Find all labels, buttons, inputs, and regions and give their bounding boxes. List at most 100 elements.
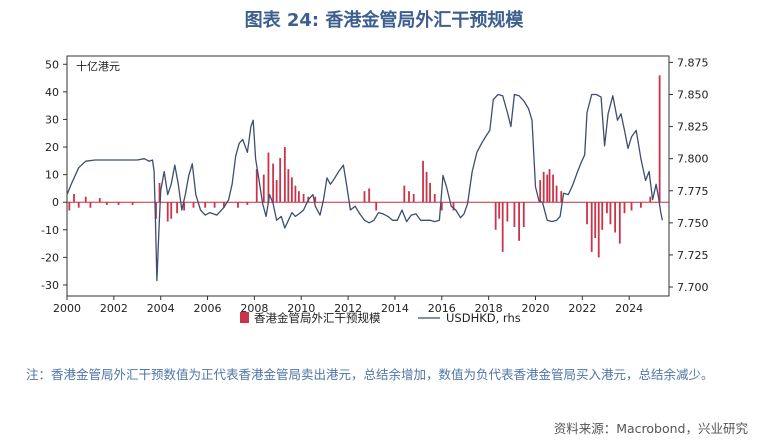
bar xyxy=(314,196,317,203)
bar xyxy=(73,193,75,203)
bar xyxy=(412,193,415,203)
bar xyxy=(606,202,608,214)
y-left-tick-label: 40 xyxy=(45,86,59,99)
y-left-tick-label: -10 xyxy=(41,224,59,237)
x-tick-label: 2012 xyxy=(334,302,362,315)
bar xyxy=(279,158,282,203)
bar xyxy=(192,202,195,208)
source-label: 资料来源：Macrobond，兴业研究 xyxy=(553,421,748,436)
x-tick-label: 2004 xyxy=(147,302,175,315)
bar xyxy=(601,202,604,230)
y-left-tick-label: 0 xyxy=(52,196,59,209)
bar xyxy=(440,202,443,211)
intervention-chart: 50403020100-10-20-307.8757.8507.8257.800… xyxy=(41,55,709,325)
bar xyxy=(170,202,173,219)
figure-title: 图表 24: 香港金管局外汇干预规模 xyxy=(244,10,524,31)
bar xyxy=(68,202,71,211)
x-tick-label: 2024 xyxy=(615,302,643,315)
bar xyxy=(131,202,134,205)
bar xyxy=(98,198,101,203)
legend-swatch-bars xyxy=(240,312,249,323)
bar xyxy=(518,202,520,241)
bar xyxy=(408,191,410,203)
bar xyxy=(614,202,617,233)
bar xyxy=(542,171,545,203)
x-tick-label: 2016 xyxy=(428,302,456,315)
bar xyxy=(77,202,80,208)
bar xyxy=(403,185,406,203)
legend-label-bars: 香港金管局外汇干预规模 xyxy=(254,311,381,325)
bar xyxy=(639,202,642,208)
bar xyxy=(158,182,161,203)
bar xyxy=(429,182,431,203)
x-tick-label: 2008 xyxy=(240,302,268,315)
x-tick-label: 2014 xyxy=(381,302,409,315)
bar xyxy=(246,202,249,205)
y-left-tick-label: 10 xyxy=(45,169,59,182)
bar xyxy=(297,191,300,203)
bar xyxy=(283,147,286,203)
bar xyxy=(368,188,371,203)
unit-label: 十亿港元 xyxy=(76,59,120,73)
bar xyxy=(166,202,169,222)
bar xyxy=(262,174,265,203)
bar xyxy=(155,202,157,219)
y-right-tick-label: 7.775 xyxy=(677,185,709,198)
y-right-tick-label: 7.725 xyxy=(677,249,709,262)
bar xyxy=(618,202,621,244)
y-left-tick-label: -20 xyxy=(41,251,59,264)
y-left-tick-label: 20 xyxy=(45,141,59,154)
bar xyxy=(522,202,525,228)
bar xyxy=(213,202,216,208)
y-right-tick-label: 7.800 xyxy=(677,153,709,166)
bar xyxy=(586,202,588,225)
y-left-tick-label: 30 xyxy=(45,113,59,126)
bar xyxy=(422,160,424,203)
plot-area-frame xyxy=(66,55,670,297)
y-left-tick-label: -30 xyxy=(41,279,59,292)
bar xyxy=(560,191,563,203)
bar xyxy=(513,202,516,228)
bar xyxy=(501,202,504,252)
bar xyxy=(272,163,275,203)
bar xyxy=(630,202,633,211)
bar xyxy=(105,202,108,205)
bar xyxy=(555,185,558,203)
y-right-tick-label: 7.875 xyxy=(677,56,709,69)
bar xyxy=(363,191,366,203)
bar xyxy=(498,202,501,219)
y-left-tick-label: 50 xyxy=(45,58,59,71)
bar xyxy=(183,202,186,211)
bar xyxy=(204,202,207,208)
x-tick-label: 2010 xyxy=(287,302,315,315)
bar xyxy=(89,202,92,208)
y-right-tick-label: 7.825 xyxy=(677,121,709,134)
bar xyxy=(290,177,293,203)
bar xyxy=(176,202,178,214)
bar xyxy=(658,75,661,203)
x-tick-label: 2020 xyxy=(521,302,549,315)
usdhkd-line xyxy=(66,93,664,282)
bar xyxy=(117,202,120,205)
bar xyxy=(237,202,239,208)
bar xyxy=(649,196,652,203)
chart-note: 注：香港金管局外汇干预数值为正代表香港金管局卖出港元，总结余增加，数值为负代表香… xyxy=(26,367,714,382)
bar xyxy=(548,169,551,203)
bar xyxy=(294,185,297,203)
x-tick-label: 2018 xyxy=(475,302,503,315)
bar xyxy=(302,193,305,203)
bar xyxy=(287,169,290,203)
bar xyxy=(623,202,626,214)
bar xyxy=(84,196,87,203)
bar xyxy=(590,202,593,252)
bar xyxy=(594,202,597,239)
bar xyxy=(539,180,542,203)
y-right-tick-label: 7.700 xyxy=(677,281,709,294)
x-tick-label: 2022 xyxy=(568,302,596,315)
bar xyxy=(375,202,378,211)
bar xyxy=(494,202,497,230)
legend-label-line: USDHKD, rhs xyxy=(446,311,521,325)
bar xyxy=(255,169,258,203)
x-tick-label: 2002 xyxy=(100,302,128,315)
bar xyxy=(223,202,225,208)
